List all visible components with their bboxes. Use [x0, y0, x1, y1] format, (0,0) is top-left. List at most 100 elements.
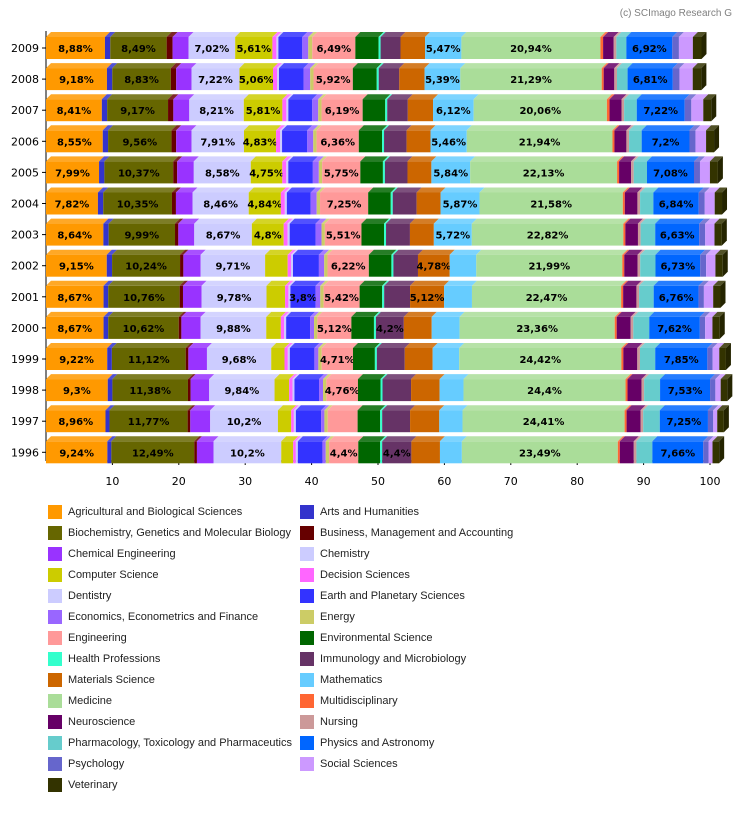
bar-segment — [380, 441, 383, 464]
data-label: 8,64% — [57, 231, 92, 242]
bar-top-face — [322, 156, 366, 162]
legend-swatch — [48, 757, 62, 771]
legend-label: Economics, Econometrics and Finance — [68, 611, 259, 623]
data-label: 8,46% — [203, 200, 238, 211]
bar-top-face — [181, 311, 206, 317]
bar-segment — [206, 348, 272, 370]
bar-top-face — [313, 63, 358, 69]
bar-top-face — [239, 63, 279, 69]
bar-top-face — [297, 436, 328, 442]
bar-segment — [324, 254, 328, 277]
bar-top-face — [312, 32, 361, 37]
legend-label: Psychology — [68, 758, 125, 770]
bar-segment — [660, 379, 711, 402]
bar-side-face — [719, 436, 725, 464]
legend-item: Environmental Science — [300, 629, 433, 647]
bar-top-face — [704, 187, 720, 193]
bar-segment — [276, 130, 281, 153]
bar-top-face — [460, 63, 607, 69]
data-label: 9,56% — [122, 137, 157, 148]
bar-segment — [321, 348, 353, 370]
bar-top-face — [178, 311, 187, 317]
credit-text: (c) SCImago Research G — [619, 8, 732, 19]
bar-top-face — [318, 94, 327, 100]
bar-top-face — [703, 280, 719, 286]
bar-segment — [194, 441, 197, 464]
bar-top-face — [616, 32, 632, 37]
data-label: 8,96% — [58, 417, 93, 428]
bar-top-face — [624, 249, 643, 255]
bar-segment — [636, 99, 685, 122]
data-label: 7,08% — [653, 168, 688, 179]
x-tick-label: 90 — [637, 475, 651, 488]
data-label: 5,42% — [324, 293, 359, 304]
bar-side-face — [722, 249, 728, 277]
bar-segment — [248, 192, 281, 215]
bar-top-face — [171, 187, 181, 193]
bar-segment — [288, 285, 291, 308]
bar-segment — [380, 37, 401, 59]
legend-label: Pharmacology, Toxicology and Pharmaceuti… — [68, 737, 292, 749]
bar-top-face — [714, 187, 728, 193]
bar-segment — [108, 285, 180, 308]
bar-top-face — [633, 436, 642, 442]
bar-top-face — [46, 32, 110, 37]
bar-top-face — [622, 187, 630, 193]
bar-top-face — [46, 374, 113, 380]
x-tick-label: 20 — [172, 475, 186, 488]
bar-segment — [720, 379, 728, 402]
data-label: 21,29% — [510, 75, 552, 86]
bar-top-face — [280, 187, 290, 193]
x-tick-label: 80 — [570, 475, 584, 488]
bar-top-face — [623, 343, 643, 348]
legend-label: Energy — [320, 611, 355, 623]
bar-top-face — [433, 218, 477, 224]
bar-segment — [46, 379, 108, 402]
bar-top-face — [614, 311, 622, 317]
legend-swatch — [300, 526, 314, 540]
data-label: 4,75% — [249, 168, 284, 179]
bar-segment — [310, 316, 315, 339]
bar-segment — [187, 379, 191, 402]
bar-segment — [373, 316, 376, 339]
bar-segment — [327, 410, 358, 433]
bar-segment — [471, 285, 622, 308]
bar-segment — [282, 99, 287, 122]
bar-top-face — [359, 280, 388, 286]
bar-segment — [192, 192, 249, 215]
bar-top-face — [177, 156, 199, 162]
bar-segment — [612, 130, 615, 153]
bar-segment — [715, 254, 723, 277]
bar-segment — [303, 68, 311, 91]
bar-top-face — [179, 280, 188, 286]
data-label: 5,72% — [435, 231, 470, 242]
bar-top-face — [640, 218, 661, 224]
data-label: 7,02% — [195, 44, 230, 55]
bar-segment — [449, 254, 477, 277]
bar-segment — [708, 441, 713, 464]
data-label: 6,49% — [316, 44, 351, 55]
bar-top-face — [293, 405, 301, 411]
bar-top-face — [603, 32, 619, 37]
bar-top-face — [463, 374, 631, 380]
bar-segment — [707, 348, 713, 370]
bar-segment — [190, 410, 211, 433]
bar-segment — [274, 379, 290, 402]
data-label: 7,22% — [643, 106, 678, 117]
bar-segment — [265, 254, 288, 277]
bar-segment — [322, 441, 326, 464]
bar-top-face — [243, 94, 288, 100]
bar-segment — [603, 37, 614, 59]
bar-segment — [290, 285, 316, 308]
bar-segment — [709, 161, 718, 184]
bar-top-face — [713, 280, 726, 286]
data-label: 20,94% — [510, 44, 552, 55]
y-tick-label: 2004 — [11, 198, 39, 211]
bar-segment — [362, 99, 386, 122]
bar-side-face — [714, 125, 720, 153]
data-label: 5,87% — [443, 200, 478, 211]
bar-top-face — [168, 94, 179, 100]
bar-segment — [692, 37, 702, 59]
bar-segment — [287, 254, 292, 277]
